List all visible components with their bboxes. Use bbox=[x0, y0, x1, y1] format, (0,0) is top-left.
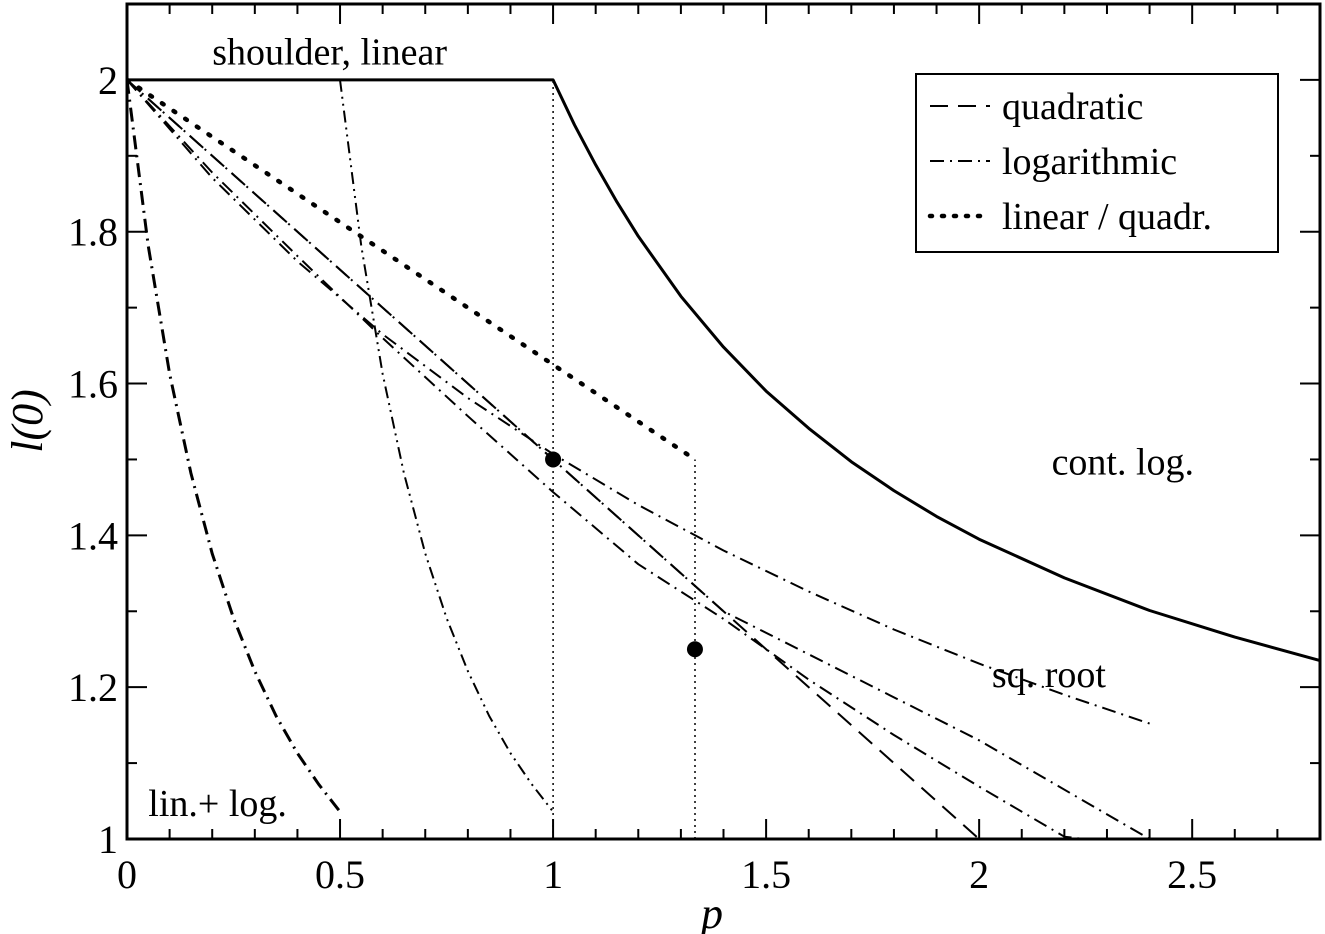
x-tick-label: 0.5 bbox=[315, 852, 365, 897]
series-dashdot-line bbox=[127, 79, 1151, 839]
y-tick-label: 1 bbox=[98, 817, 118, 862]
x-tick-label: 2.5 bbox=[1167, 852, 1217, 897]
legend-label-quadratic: quadratic bbox=[1002, 86, 1143, 128]
y-tick-label: 1.4 bbox=[68, 513, 118, 558]
y-tick-label: 2 bbox=[98, 58, 118, 103]
data-point bbox=[545, 451, 562, 468]
x-tick-label: 2 bbox=[969, 852, 989, 897]
data-point bbox=[686, 641, 703, 658]
legend-label-linear-quadr: linear / quadr. bbox=[1002, 196, 1212, 238]
series-linear-quadr bbox=[127, 77, 698, 462]
x-tick-label: 1.5 bbox=[741, 852, 791, 897]
annotations: shoulder, linear cont. log. sq. root lin.+ … bbox=[148, 32, 1194, 826]
legend-label-logarithmic: logarithmic bbox=[1002, 141, 1177, 183]
series-cont-log bbox=[127, 78, 1320, 663]
series-logarithmic bbox=[127, 79, 1150, 725]
tick-labels: 0 0.5 1 1.5 2 2.5 1 1.2 1.4 1.6 1.8 2 bbox=[68, 58, 1217, 897]
axis-ticks bbox=[126, 4, 1320, 840]
x-tick-label: 1 bbox=[543, 852, 563, 897]
legend-box bbox=[915, 73, 1279, 253]
legend: quadratic logarithmic linear / quadr. bbox=[915, 73, 1279, 253]
y-tick-label: 1.6 bbox=[68, 362, 118, 407]
series-lin-log bbox=[127, 79, 342, 813]
y-axis-label: l(0) bbox=[3, 389, 52, 453]
annotation: cont. log. bbox=[1052, 442, 1194, 484]
series-shoulder-linear bbox=[339, 79, 554, 813]
annotation: lin.+ log. bbox=[148, 783, 287, 825]
x-axis-label: p bbox=[698, 889, 723, 934]
x-tick-label: 0 bbox=[117, 852, 137, 897]
y-tick-label: 1.2 bbox=[68, 665, 118, 710]
series-sq-root bbox=[127, 79, 1093, 839]
annotation: sq. root bbox=[992, 654, 1106, 696]
annotation: shoulder, linear bbox=[212, 32, 447, 74]
y-tick-label: 1.8 bbox=[68, 210, 118, 255]
data-points bbox=[545, 451, 703, 658]
